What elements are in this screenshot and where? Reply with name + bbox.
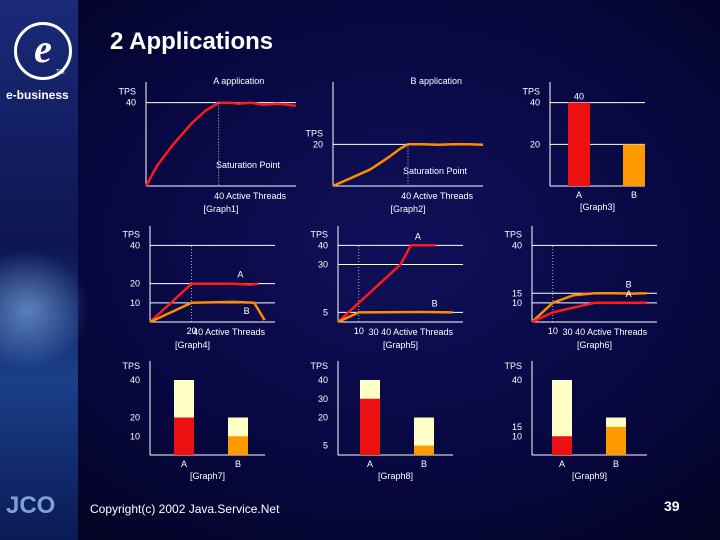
graph3-value-label-A: 40 [574,92,584,102]
graph6-ytick-1: 15 [512,288,522,298]
graph1-ytick-0: 40 [126,98,136,108]
graph6-caption: [Graph6] [577,340,612,350]
sidebar-glow [0,250,90,370]
graph5-xtick-0: 10 [354,326,364,336]
graph9-ytick-2: 10 [512,431,522,441]
e-logo-icon: e [14,22,72,80]
graph3-ytick-0: 40 [530,98,540,108]
page-number: 39 [664,498,680,514]
graph5-ylabel: TPS [310,229,328,239]
graph6-ytick-0: 40 [512,240,522,250]
graph6-xlabel: 30 40 Active Threads [563,327,648,337]
graph3-ylabel: TPS [522,87,540,97]
graph4-ytick-0: 40 [130,240,140,250]
graph1-xlabel: 40 Active Threads [214,191,286,201]
graph9-ytick-0: 40 [512,375,522,385]
graph2-series-title: B application [411,76,463,86]
graph1-ylabel: TPS [118,87,136,97]
graph3-ytick-1: 20 [530,139,540,149]
graph7-ytick-1: 20 [130,413,140,423]
graph8-ytick-2: 20 [318,413,328,423]
graph5-caption: [Graph5] [383,340,418,350]
graph6-ylabel: TPS [504,229,522,239]
graph4-series-label-B: B [244,306,250,316]
graph7-actual-bar-A [174,417,194,455]
graph9-category-A: A [559,459,565,469]
graph9-category-B: B [613,459,619,469]
graph5-series-A-line [337,244,436,323]
graph9-caption: [Graph9] [572,471,607,481]
graph9-actual-bar-A [552,436,572,455]
graph8-category-B: B [421,459,427,469]
graph5-ytick-0: 40 [318,240,328,250]
graph9-ytick-1: 15 [512,422,522,432]
graph5-ytick-1: 30 [318,260,328,270]
graph3-caption: [Graph3] [580,202,615,212]
logo-trademark: TM [56,70,65,76]
graph4-ytick-1: 20 [130,279,140,289]
graph1-caption: [Graph1] [203,204,238,214]
graph4-xlabel: 40 Active Threads [193,327,265,337]
graph7-category-B: B [235,459,241,469]
ebusiness-tagline: e-business [6,88,69,102]
graph5-series-label-A: A [415,231,421,241]
graph6-ytick-2: 10 [512,298,522,308]
graph2-ytick-0: 20 [313,139,323,149]
graph4-caption: [Graph4] [175,340,210,350]
graph4-series-B-line [149,300,266,324]
graph3-category-B: B [631,190,637,200]
graph8-caption: [Graph8] [378,471,413,481]
graph7-ytick-0: 40 [130,375,140,385]
graph5-ytick-2: 5 [323,307,328,317]
graph6-xtick-0: 10 [548,326,558,336]
graph7-caption: [Graph7] [190,471,225,481]
graph7-ytick-2: 10 [130,431,140,441]
graph9-actual-bar-B [606,426,626,455]
graph9-ylabel: TPS [504,361,522,371]
graph5-series-label-B: B [432,298,438,308]
graph6-series-label-A: A [626,289,632,299]
graph1-saturation-label: Saturation Point [216,160,281,170]
graph7-ylabel: TPS [122,361,140,371]
graph4-series-A-line [149,282,259,323]
graph2-caption: [Graph2] [390,204,425,214]
graph8-ytick-1: 30 [318,394,328,404]
graph4-ytick-2: 10 [130,298,140,308]
graph8-ylabel: TPS [310,361,328,371]
graph2-saturation-label: Saturation Point [403,166,468,176]
graph3-bar-A [568,102,590,186]
graph2-series-B-line [332,143,484,188]
graph8-actual-bar-A [360,398,380,455]
slide-title: 2 Applications [110,28,274,55]
graph4-xtick-0: 20 [187,326,197,336]
graph5-xlabel: 30 40 Active Threads [369,327,454,337]
graph6-series-B-line [531,292,647,323]
graph6-series-A-line [531,301,647,324]
graph2-ylabel: TPS [305,128,323,138]
graph4-series-label-A: A [237,270,243,280]
graph7-category-A: A [181,459,187,469]
copyright-notice: Copyright(c) 2002 Java.Service.Net [90,502,280,516]
graph8-ytick-3: 5 [323,441,328,451]
jco-logo: JCO [6,492,56,519]
graph3-category-A: A [576,190,582,200]
graph3-bar-B [623,144,645,186]
graph4-ylabel: TPS [122,229,140,239]
graph8-ytick-0: 40 [318,375,328,385]
graph1-series-A-line [144,101,297,187]
graph5-series-B-line [337,310,453,324]
graph8-category-A: A [367,459,373,469]
graph2-xlabel: 40 Active Threads [401,191,473,201]
graph1-series-title: A application [213,76,264,86]
graph8-actual-bar-B [414,445,434,455]
graph7-actual-bar-B [228,436,248,455]
graph6-series-label-B: B [626,279,632,289]
